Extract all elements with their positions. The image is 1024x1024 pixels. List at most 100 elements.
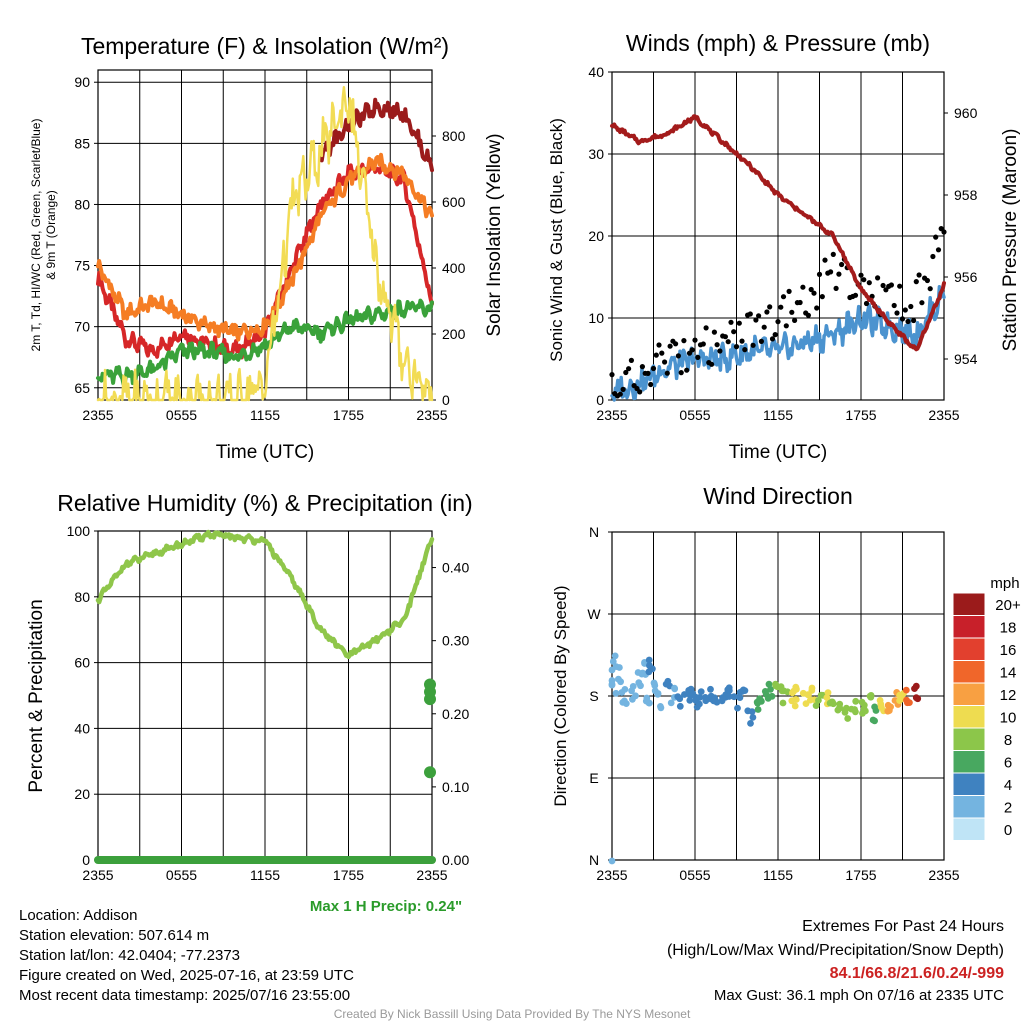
direction-point [646,699,653,707]
direction-point [744,707,752,715]
y-tick-label: 90 [74,74,90,90]
y2-tick-label: 800 [442,128,466,144]
legend-label: 16 [1000,642,1017,659]
y-tick-label: 10 [588,310,604,326]
direction-point [765,680,773,688]
gust-point [783,323,789,329]
gust-point [714,342,720,348]
gust-point [830,251,836,257]
y-tick-label: 80 [74,589,90,605]
gust-point [731,329,737,335]
legend-swatch [952,592,986,616]
gust-point [930,253,936,260]
gust-point [808,286,814,293]
x-tick-label: 1755 [333,867,364,883]
gust-point [650,365,657,372]
legend-swatch [952,615,986,639]
direction-point [884,701,892,709]
direction-point [707,685,714,693]
y-tick-label: N [589,524,599,540]
gust-point [866,280,872,286]
gust-point [617,391,623,397]
direction-point [829,700,837,708]
direction-point [884,707,892,715]
gust-point [888,282,895,288]
x-tick-label: 2355 [596,407,627,423]
gust-point [764,309,770,315]
direction-point [872,707,880,714]
direction-point [764,695,772,702]
gust-point [667,343,673,349]
y2-tick-label: 956 [954,269,978,285]
created-text: Figure created on Wed, 2025-07-16, at 23… [19,967,354,984]
gust-point [805,312,812,318]
y-tick-label: 40 [74,720,90,736]
direction-point [621,686,629,693]
legend-swatch [952,795,986,819]
y2-tick-label: 0 [442,392,450,408]
y-tick-label: 80 [74,196,90,212]
x-axis-label-time: Time (UTC) [729,442,828,463]
y-axis-label-humidity: Percent & Precipitation [26,599,47,792]
plot-border [97,69,433,401]
gust-point [875,275,881,281]
gust-point [836,271,842,277]
y-tick-label: 75 [74,258,90,274]
elevation-text: Station elevation: 507.614 m [19,927,210,944]
gust-point [637,389,643,395]
gust-point [800,284,806,290]
direction-point [815,697,822,704]
gust-point [924,277,931,284]
recent-data-text: Most recent data timestamp: 2025/07/16 2… [19,987,351,1004]
gust-point [703,325,709,331]
y-tick-label: 65 [74,380,90,396]
plot-border [611,531,945,861]
legend-swatch [952,660,986,684]
direction-point [852,708,859,716]
gust-point [797,299,803,306]
gust-point [662,359,668,365]
direction-point [686,697,694,704]
x-axis-label-time: Time (UTC) [216,442,315,463]
gust-point [756,313,762,319]
direction-point [747,720,754,727]
y2-tick-label: 960 [954,105,978,121]
direction-point [758,698,765,705]
y-tick-label: W [587,606,601,622]
gust-point [648,381,654,388]
direction-point [754,706,762,713]
direction-point [667,699,675,707]
y2-tick-label: 0.30 [442,633,469,649]
gust-point [711,329,718,335]
y2-tick-label: 0.00 [442,852,469,868]
panel-title-winds: Winds (mph) & Pressure (mb) [626,30,930,56]
gust-point [645,370,651,376]
legend-label: 6 [1004,755,1012,772]
direction-point [852,697,860,705]
direction-point [834,706,842,714]
x-tick-label: 2355 [416,407,447,423]
gust-point [761,324,767,330]
gust-point [880,282,886,289]
gust-point [769,336,776,342]
x-tick-label: 0555 [166,867,197,883]
y2-tick-label: 0.10 [442,779,469,795]
x-tick-label: 0555 [166,407,197,423]
direction-point [866,692,874,700]
gust-point [733,344,740,350]
gust-point [916,272,922,278]
direction-point [702,697,710,705]
gust-point [789,309,795,315]
gust-point [717,348,723,354]
legend-title: mph [990,575,1019,592]
gust-point [786,288,792,294]
legend-swatch [952,750,986,774]
max-precip-text: Max 1 H Precip: 0.24" [310,898,462,915]
direction-point [772,682,780,690]
direction-point [651,682,659,689]
gust-point [628,357,635,363]
direction-point [681,691,688,698]
y-tick-label: 20 [74,786,90,802]
panel-title-direction: Wind Direction [703,483,853,509]
